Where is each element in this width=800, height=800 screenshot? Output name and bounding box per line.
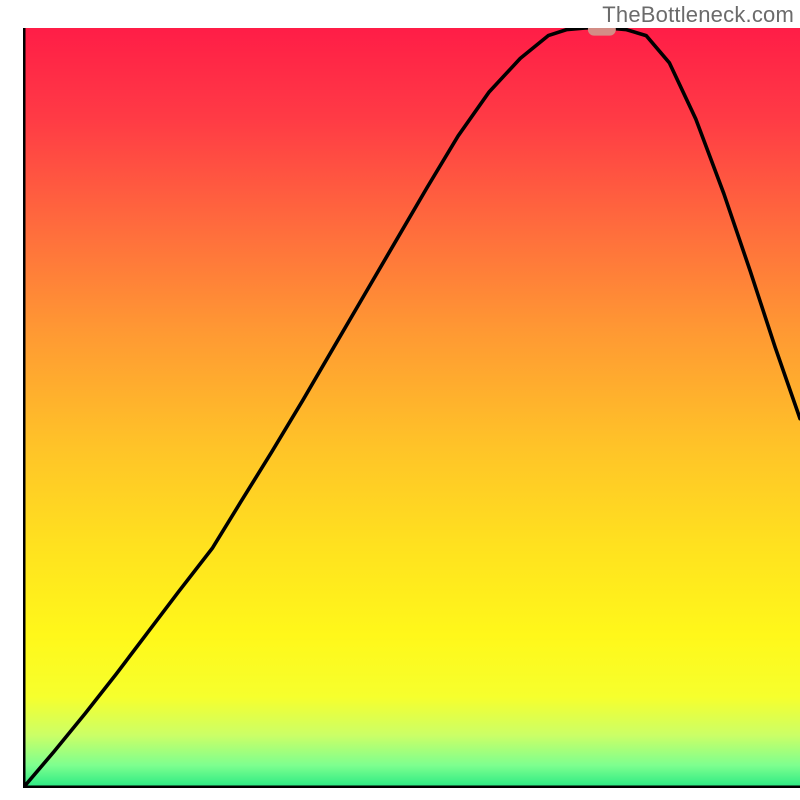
- plot-area: [23, 28, 800, 788]
- optimum-marker: [588, 28, 616, 36]
- chart-background-gradient: [23, 28, 800, 788]
- chart-frame: TheBottleneck.com: [0, 0, 800, 800]
- watermark-text: TheBottleneck.com: [602, 2, 794, 28]
